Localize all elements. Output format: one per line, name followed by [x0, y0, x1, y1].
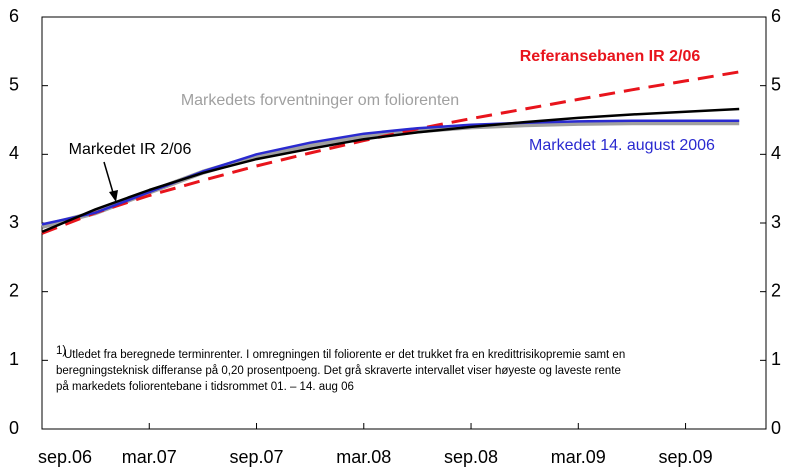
y2-tick-label: 6 — [771, 6, 781, 26]
y-tick-label: 1 — [9, 349, 19, 369]
series-line — [41, 119, 740, 226]
x-tick-label: sep.08 — [444, 447, 498, 467]
x-tick-label: mar.08 — [336, 447, 391, 467]
y2-tick-label: 5 — [771, 74, 781, 94]
x-tick-label: sep.07 — [229, 447, 283, 467]
x-tick-label: sep.09 — [659, 447, 713, 467]
series-line — [41, 107, 740, 234]
arrow-head — [109, 190, 118, 202]
x-tick-label: mar.07 — [122, 447, 177, 467]
arrow — [103, 161, 115, 197]
y2-tick-label: 0 — [771, 418, 781, 438]
series-label: Referansebanen IR 2/06 — [520, 48, 701, 65]
y-tick-label: 3 — [9, 212, 19, 232]
x-tick-label: sep.06 — [38, 447, 92, 467]
x-tick-label: mar.09 — [551, 447, 606, 467]
y2-tick-label: 3 — [771, 212, 781, 232]
y-tick-label: 6 — [9, 6, 19, 26]
series-label: Markedets forventninger om foliorenten — [181, 92, 459, 109]
y-tick-label: 5 — [9, 74, 19, 94]
y2-tick-label: 1 — [771, 349, 781, 369]
series-label: Markedet IR 2/06 — [69, 141, 192, 158]
footnote-marker: 1) — [56, 345, 66, 357]
y-tick-label: 0 — [9, 418, 19, 438]
footnote: Utledet fra beregnede terminrenter. I om… — [64, 349, 625, 361]
footnote: på markedets foliorentebane i tidsrommet… — [56, 381, 354, 393]
series-label: Markedet 14. august 2006 — [529, 137, 715, 154]
y-tick-label: 4 — [9, 143, 19, 163]
y2-tick-label: 2 — [771, 280, 781, 300]
y2-tick-label: 4 — [771, 143, 781, 163]
footnote: beregningsteknisk differanse på 0,20 pro… — [56, 365, 621, 377]
y-tick-label: 2 — [9, 280, 19, 300]
